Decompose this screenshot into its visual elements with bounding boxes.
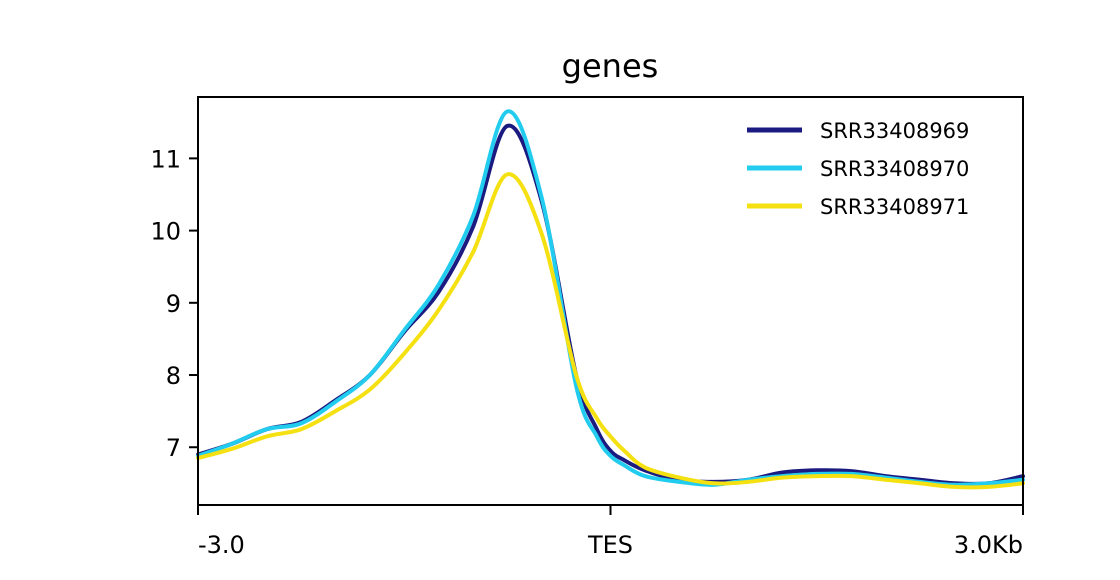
series-line-SRR33408970: [196, 109, 1025, 487]
y-tick-label: 8: [166, 362, 181, 390]
y-tick-label: 11: [150, 145, 181, 173]
x-tick-label: 3.0Kb: [954, 531, 1023, 559]
y-tick-label: 10: [150, 218, 181, 246]
legend: SRR33408969 SRR33408970 SRR33408971: [747, 119, 969, 219]
legend-label-SRR33408970: SRR33408970: [820, 157, 969, 181]
series-line-SRR33408971: [196, 172, 1025, 490]
axis-layer: 7 8 9 10 11 -3.0 TES 3.0Kb: [150, 145, 1024, 559]
legend-label-SRR33408969: SRR33408969: [820, 119, 969, 143]
x-tick-label: TES: [587, 531, 633, 559]
series-layer: [196, 109, 1025, 490]
y-tick-label: 9: [166, 290, 181, 318]
y-tick-label: 7: [166, 434, 181, 462]
x-tick-label: -3.0: [198, 531, 245, 559]
chart-title: genes: [562, 47, 659, 85]
legend-label-SRR33408971: SRR33408971: [820, 195, 969, 219]
